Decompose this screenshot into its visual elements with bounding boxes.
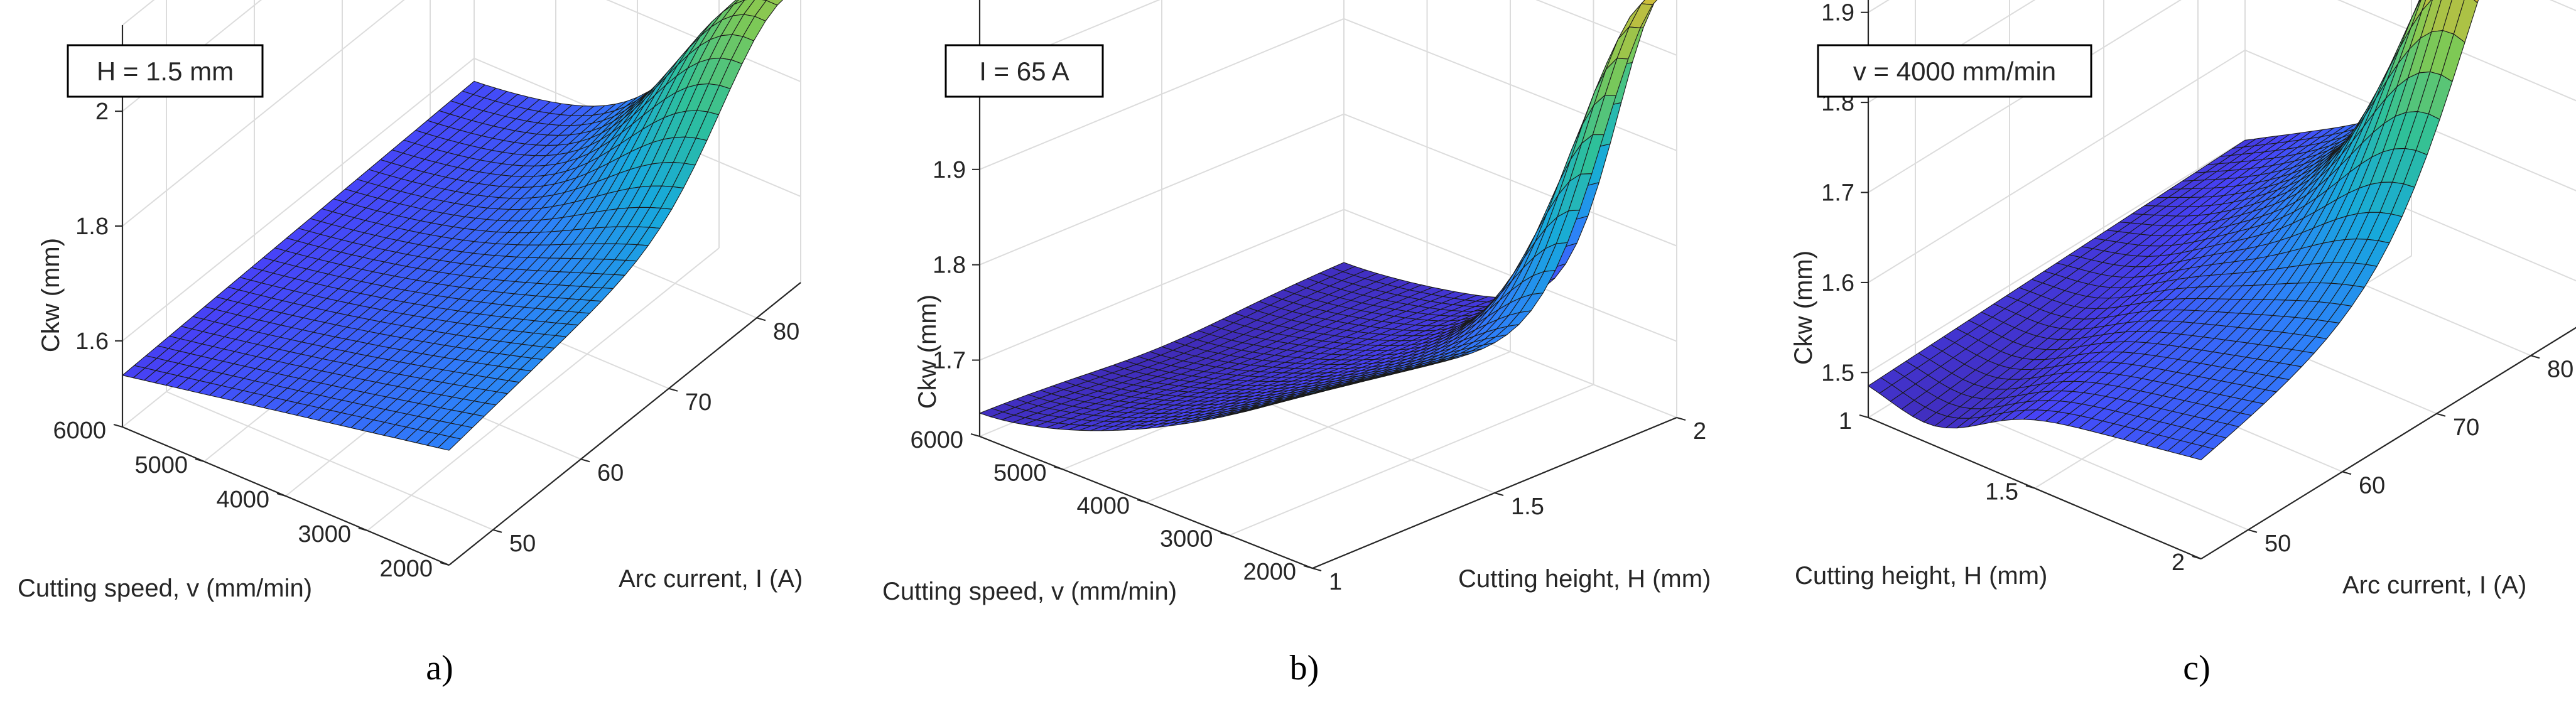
panel-b-ytick: 2 <box>1693 418 1706 445</box>
panel-a-surface <box>122 0 784 451</box>
panel-c-ztick: 1.9 <box>1821 0 1854 26</box>
panel-b-ztick: 1.8 <box>933 252 966 279</box>
panel-b-labels: Cutting speed, v (mm/min) Cutting height… <box>882 44 1711 688</box>
panel-a-condition: H = 1.5 mm <box>97 57 234 86</box>
panel-c-ytick: 60 <box>2359 472 2385 499</box>
panel-b-xtick: 5000 <box>993 460 1047 487</box>
panel-c-xtick: 2 <box>2172 549 2185 576</box>
panel-c-ztick: 1.6 <box>1821 270 1854 296</box>
panel-a-labels: Cutting speed, v (mm/min) Arc current, I… <box>18 44 803 688</box>
panel-c-xtick: 1 <box>1839 408 1852 435</box>
panel-c-ytick: 70 <box>2453 414 2479 441</box>
panel-b-zlabel: Ckw (mm) <box>914 294 941 409</box>
panel-a-xtick: 3000 <box>298 521 351 548</box>
panel-c-xtick: 1.5 <box>1985 479 2018 505</box>
panel-b-xtick: 3000 <box>1160 526 1213 553</box>
panel-a-xtick: 5000 <box>134 452 188 478</box>
panel-b-xtick: 6000 <box>910 427 963 453</box>
panel-a-ztick: 1.6 <box>75 328 109 355</box>
panel-b-ztick: 1.9 <box>933 157 966 183</box>
panel-a: 2000 3000 4000 5000 6000 50 60 70 80 1.6 1.8 2 Cutt… <box>18 0 803 688</box>
panel-b-surface-cell <box>1301 389 1325 396</box>
panel-c-zlabel: Ckw (mm) <box>1790 251 1817 365</box>
panel-b-ztick: 1.7 <box>933 348 966 374</box>
panel-b-ytick: 1 <box>1329 569 1342 595</box>
panel-c-surface <box>1868 0 2479 460</box>
panel-a-ztick: 1.8 <box>75 213 109 240</box>
panel-c-ztick: 1.7 <box>1821 180 1854 207</box>
panel-b-xtick: 4000 <box>1076 493 1130 519</box>
panel-b-condition-box <box>944 44 1104 98</box>
panel-c-ztick: 1.5 <box>1821 360 1854 386</box>
panel-b-ylabel: Cutting height, H (mm) <box>1458 565 1711 593</box>
panel-a-ztick: 2 <box>95 99 109 125</box>
panel-b-condition: I = 65 A <box>979 57 1069 86</box>
panel-c-ylabel: Arc current, I (A) <box>2342 571 2526 599</box>
panel-a-ytick: 60 <box>597 460 624 486</box>
panel-a-xtick: 2000 <box>379 556 433 582</box>
panel-c-condition: v = 4000 mm/min <box>1853 57 2056 86</box>
panel-a-ytick: 70 <box>685 389 712 416</box>
panel-a-zlabel: Ckw (mm) <box>37 238 65 352</box>
panel-c-condition-box <box>1817 44 2092 98</box>
panel-b-ytick: 1.5 <box>1511 494 1544 520</box>
panel-b-surface <box>979 0 1658 431</box>
panel-b-xlabel: Cutting speed, v (mm/min) <box>882 578 1177 605</box>
panel-c-ytick: 80 <box>2547 356 2573 382</box>
panel-a-xtick: 4000 <box>216 487 269 513</box>
panel-a-letter: a) <box>426 649 453 688</box>
panel-b-letter: b) <box>1290 649 1319 688</box>
panel-a-surface-cell <box>438 436 462 451</box>
panel-a-xtick: 6000 <box>53 418 106 444</box>
panel-a-ytick: 50 <box>509 531 536 557</box>
panel-c-surface-cell <box>2189 445 2214 460</box>
panel-b-xtick: 2000 <box>1243 559 1296 585</box>
panel-a-ytick: 80 <box>773 318 799 345</box>
panel-c-ytick: 50 <box>2265 531 2291 557</box>
panel-a-ylabel: Arc current, I (A) <box>619 565 803 593</box>
panel-c-labels: Cutting height, H (mm) Arc current, I (A… <box>1790 44 2526 688</box>
panel-c-letter: c) <box>2183 649 2211 688</box>
panel-a-condition-box <box>67 44 264 98</box>
panel-c-xlabel: Cutting height, H (mm) <box>1795 562 2047 590</box>
panel-a-xlabel: Cutting speed, v (mm/min) <box>18 575 312 602</box>
